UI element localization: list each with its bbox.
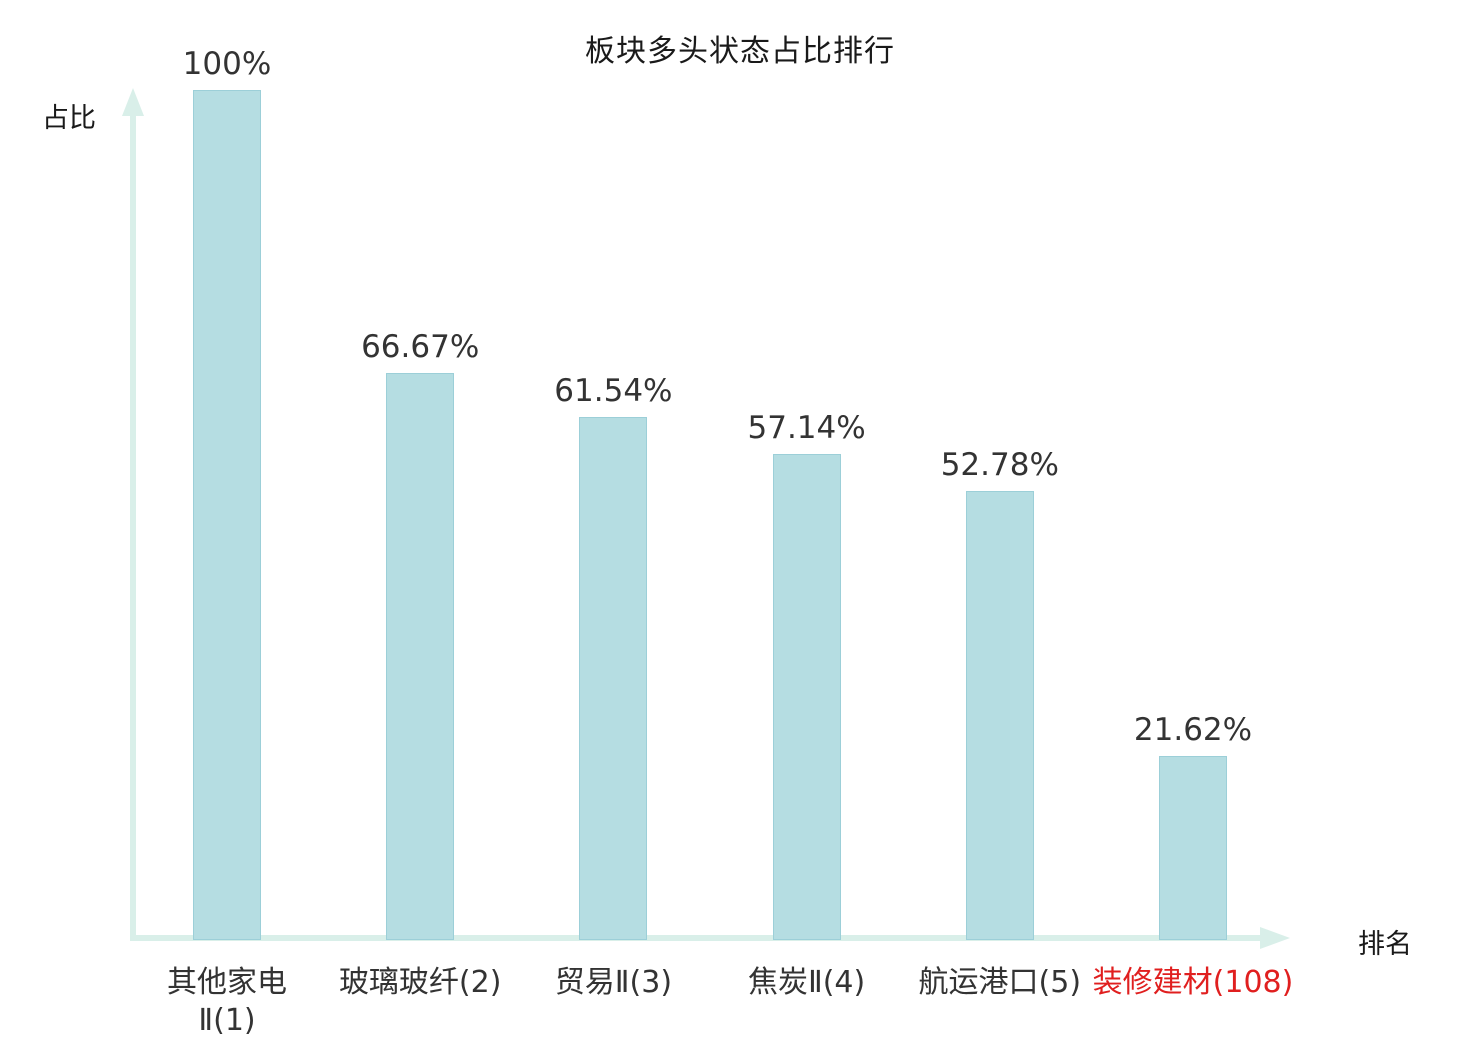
- chart-title: 板块多头状态占比排行: [585, 34, 895, 69]
- bar-value-label: 21.62%: [1133, 712, 1253, 749]
- x-axis-label: 排名: [1358, 929, 1412, 960]
- bar-rank-4: [772, 454, 841, 940]
- bar-value-label: 66.67%: [361, 329, 480, 366]
- bar-category-label: 焦炭Ⅱ(4): [747, 965, 866, 1000]
- bar-category-label: 贸易Ⅱ(3): [554, 965, 673, 1000]
- bar-value-label: 100%: [182, 46, 272, 82]
- bar-value-label: 61.54%: [554, 372, 673, 409]
- bar-category-label: 装修建材(108): [1092, 965, 1294, 1000]
- y-axis-label: 占比: [42, 103, 96, 134]
- bar-rank-2: [386, 373, 455, 940]
- bar-category-label: 其他家电 Ⅱ(1): [167, 965, 287, 1038]
- bar-category-label: 玻璃玻纤(2): [338, 965, 502, 1000]
- bar-value-label: 52.78%: [940, 447, 1059, 484]
- bar-rank-5: [965, 491, 1034, 940]
- bar-rank-6: [1159, 756, 1227, 940]
- bar-category-label: 航运港口(5): [918, 965, 1082, 1000]
- bar-rank-3: [579, 416, 648, 940]
- bar-rank-1: [193, 90, 261, 940]
- bar-value-label: 57.14%: [747, 410, 866, 447]
